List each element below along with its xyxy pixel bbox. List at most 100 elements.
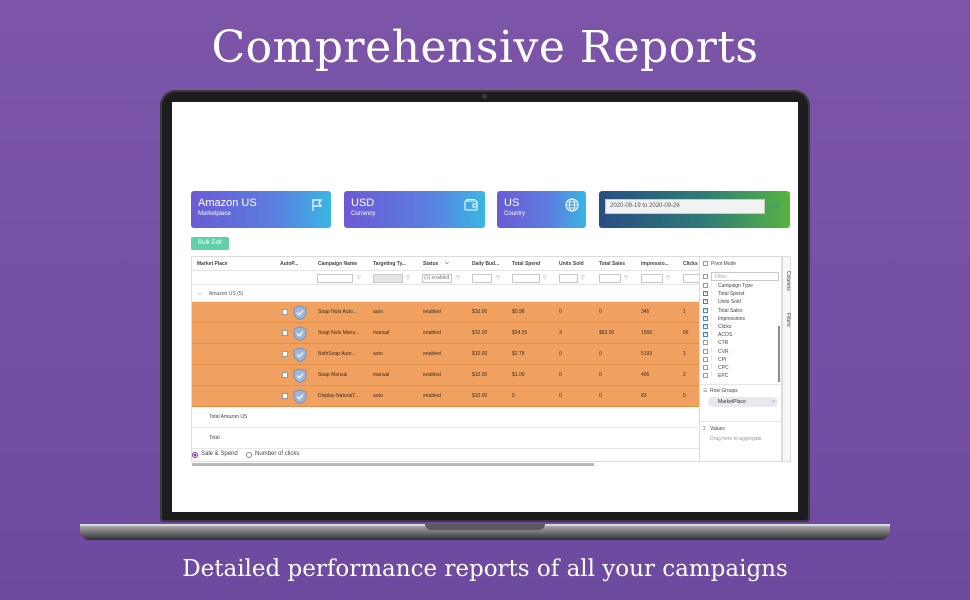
date-picker-icon[interactable] (772, 201, 781, 210)
column-checkbox[interactable] (703, 315, 708, 321)
radio-sale-spend[interactable] (192, 452, 198, 458)
tab-columns[interactable]: Columns (785, 271, 791, 291)
impressions-cell: 406 (641, 372, 650, 378)
sort-icon[interactable]: ⌵ (445, 260, 449, 266)
table-row[interactable]: Soap Nuts Manu... manual enabled $10.00 $24.… (192, 323, 719, 344)
col-units-sold[interactable]: Units Sold (559, 261, 584, 267)
column-checkbox[interactable] (703, 283, 708, 288)
filter-icon[interactable]: ▽ (456, 275, 460, 281)
filter-icon[interactable]: ▽ (496, 275, 500, 281)
column-filter-input[interactable]: Filter... (711, 272, 779, 281)
column-checkbox[interactable] (703, 331, 708, 338)
budget-filter-input[interactable] (472, 274, 492, 283)
group-label: Amazon US (5) (209, 291, 244, 297)
filter-icon[interactable]: ▽ (581, 275, 585, 281)
marketplace-card[interactable]: Amazon US Marketplace (191, 191, 331, 228)
drag-handle-icon[interactable]: ⁞ (711, 331, 713, 338)
drag-handle-icon[interactable]: ⁞ (711, 347, 713, 354)
radio-number-of-clicks[interactable] (246, 452, 252, 458)
status-filter-input[interactable]: (1) enabled (422, 274, 452, 283)
table-row[interactable]: Soap Nuts Auto... auto enabled $10.00 $0.98 0… (192, 302, 719, 323)
group-row[interactable]: ⌵ Amazon US (5) (192, 285, 719, 302)
autopilot-checkbox[interactable] (282, 309, 288, 315)
autopilot-checkbox[interactable] (282, 351, 288, 357)
column-checkbox[interactable] (703, 290, 708, 297)
currency-card[interactable]: USD Currency (344, 191, 485, 228)
headline: Comprehensive Reports (211, 22, 759, 73)
chevron-down-icon[interactable]: ⌵ (198, 291, 202, 297)
clicks-cell: 0 (683, 393, 686, 399)
filter-icon[interactable]: ▽ (666, 275, 670, 281)
campaign-name-cell[interactable]: Soap Nuts Auto... (318, 309, 357, 315)
drag-handle-icon[interactable]: ⁞ (711, 306, 713, 313)
horizontal-scrollbar[interactable] (192, 463, 594, 466)
drag-handle-icon[interactable]: ⁞ (711, 290, 713, 297)
date-range-picker[interactable]: 2020-09-19 to 2020-09-26 (605, 199, 765, 214)
column-checkbox[interactable] (703, 340, 708, 346)
column-checkbox[interactable] (703, 307, 708, 313)
filter-icon[interactable]: ▽ (543, 275, 547, 281)
campaign-name-cell[interactable]: BathSoap Auto... (318, 351, 356, 357)
units-cell: 0 (559, 351, 562, 357)
column-checkbox[interactable] (703, 356, 708, 362)
bulk-edit-button[interactable]: Bulk Edit (191, 237, 229, 250)
column-list-scrollbar[interactable] (778, 326, 780, 382)
impressions-cell: 83 (641, 393, 647, 399)
tab-filters[interactable]: Filters (785, 313, 791, 327)
column-checkbox[interactable] (703, 348, 708, 354)
table-row[interactable]: Display-NaturalT... auto enabled $10.00 0 0 0 8… (192, 386, 719, 407)
col-marketplace[interactable]: Market Place (197, 261, 228, 267)
table-row[interactable]: Soap Manual manual enabled $10.00 $1.00 0 0 406… (192, 365, 719, 386)
col-daily-budget[interactable]: Daily Bud... (472, 261, 500, 267)
col-status[interactable]: Status (423, 261, 439, 267)
col-autopilot[interactable]: AutoP... (280, 261, 299, 267)
drag-handle-icon[interactable]: ⁞ (711, 298, 713, 305)
drag-handle-icon[interactable]: ⁞ (711, 323, 713, 329)
close-icon[interactable]: × (772, 399, 775, 405)
drag-handle-icon[interactable]: ⁞ (711, 364, 713, 370)
autopilot-checkbox[interactable] (282, 372, 288, 378)
units-filter-input[interactable] (559, 274, 578, 283)
column-checkbox[interactable] (703, 373, 708, 379)
sales-cell: 0 (599, 372, 602, 378)
drag-handle-icon[interactable]: ⁞ (711, 355, 713, 362)
col-impressions[interactable]: Impressio... (641, 261, 669, 267)
clicks-cell: 56 (683, 330, 689, 336)
filter-icon[interactable]: ▽ (357, 275, 361, 281)
column-tool-panel: Pivot Mode Filter... ⁞ Campaign Type ⁞ Tota… (699, 256, 782, 462)
filter-icon[interactable]: ▽ (624, 275, 628, 281)
sales-cell: 0 (599, 309, 602, 315)
total-label: Total (209, 435, 220, 441)
spend-filter-input[interactable] (512, 274, 540, 283)
pivot-mode-toggle[interactable] (703, 261, 708, 266)
col-campaign-name[interactable]: Campaign Name (318, 261, 358, 267)
filter-icon[interactable]: ▽ (406, 275, 410, 281)
drag-handle-icon[interactable]: ⁞ (711, 372, 713, 379)
col-total-spend[interactable]: Total Spend (512, 261, 541, 267)
targeting-filter-input[interactable] (373, 274, 403, 283)
select-all-checkbox[interactable] (703, 274, 708, 279)
autopilot-checkbox[interactable] (282, 393, 288, 399)
table-row[interactable]: BathSoap Auto... auto enabled $10.00 $2.78 0 0… (192, 344, 719, 365)
grid-filter-row: ▽ ▽ (1) enabled ▽ ▽ ▽ ▽ ▽ ▽ (192, 271, 719, 285)
impressions-filter-input[interactable] (641, 274, 663, 283)
autopilot-checkbox[interactable] (282, 330, 288, 336)
drag-handle-icon[interactable]: ⁞ (711, 339, 713, 346)
sales-filter-input[interactable] (599, 274, 621, 283)
campaign-name-cell[interactable]: Soap Nuts Manu... (318, 330, 360, 336)
campaign-name-cell[interactable]: Soap Manual (318, 372, 348, 378)
drag-handle-icon[interactable]: ⁞ (711, 282, 713, 288)
col-clicks[interactable]: Clicks (683, 261, 698, 267)
country-card[interactable]: US Country (497, 191, 586, 228)
column-checkbox[interactable] (703, 365, 708, 370)
column-checkbox[interactable] (703, 298, 708, 305)
sales-cell: $83.00 (599, 330, 615, 336)
campaign-name-cell[interactable]: Display-NaturalT... (318, 393, 359, 399)
campaign-filter-input[interactable] (317, 274, 353, 283)
drag-handle-icon[interactable]: ⁞ (711, 314, 713, 321)
col-total-sales[interactable]: Total Sales (599, 261, 626, 267)
col-targeting-type[interactable]: Targeting Ty... (373, 261, 407, 267)
column-checkbox[interactable] (703, 323, 708, 329)
row-group-chip[interactable]: MarketPlace × (708, 397, 778, 407)
camera-dot (482, 94, 487, 99)
